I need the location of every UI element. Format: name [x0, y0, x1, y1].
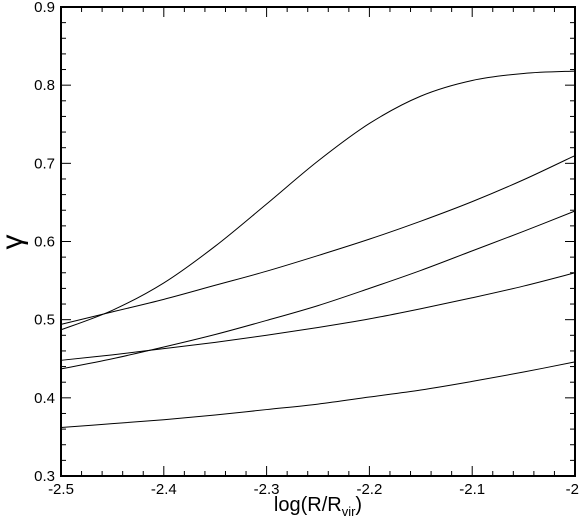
x-minor-ticks: [81, 7, 555, 476]
y-tick-label: 0.9: [34, 0, 55, 16]
x-tick-label: -2.3: [254, 481, 280, 498]
x-tick-label: -2: [566, 481, 579, 498]
series-lines: [60, 70, 576, 429]
y-tick-label: 0.6: [34, 234, 55, 251]
y-tick-labels: 0.3 0.4 0.5 0.6 0.7 0.8 0.9: [34, 0, 55, 485]
x-tick-label: -2.1: [459, 481, 485, 498]
x-axis-title-close: ): [355, 494, 362, 516]
x-tick-label: -2.4: [151, 481, 177, 498]
y-axis-title: γ: [0, 235, 29, 250]
y-tick-label: 0.8: [34, 77, 55, 94]
y-tick-label: 0.5: [34, 312, 55, 329]
x-axis-title-main: log(R/R: [274, 494, 342, 516]
series-line-3: [60, 210, 576, 370]
y-tick-label: 0.3: [34, 468, 55, 485]
x-axis-title-sub: vir: [342, 504, 356, 519]
series-line-2: [60, 155, 576, 325]
series-line-4: [60, 272, 576, 361]
x-tick-labels: -2.5 -2.4 -2.3 -2.2 -2.1 -2: [48, 481, 579, 498]
y-tick-label: 0.4: [34, 390, 55, 407]
x-axis-title: log(R/Rvir): [274, 494, 362, 519]
x-tick-label: -2.2: [356, 481, 382, 498]
series-line-5: [60, 361, 576, 429]
x-tick-label: -2.5: [48, 481, 74, 498]
plot-frame: [60, 6, 576, 477]
series-line-1: [60, 70, 576, 331]
y-tick-label: 0.7: [34, 155, 55, 172]
